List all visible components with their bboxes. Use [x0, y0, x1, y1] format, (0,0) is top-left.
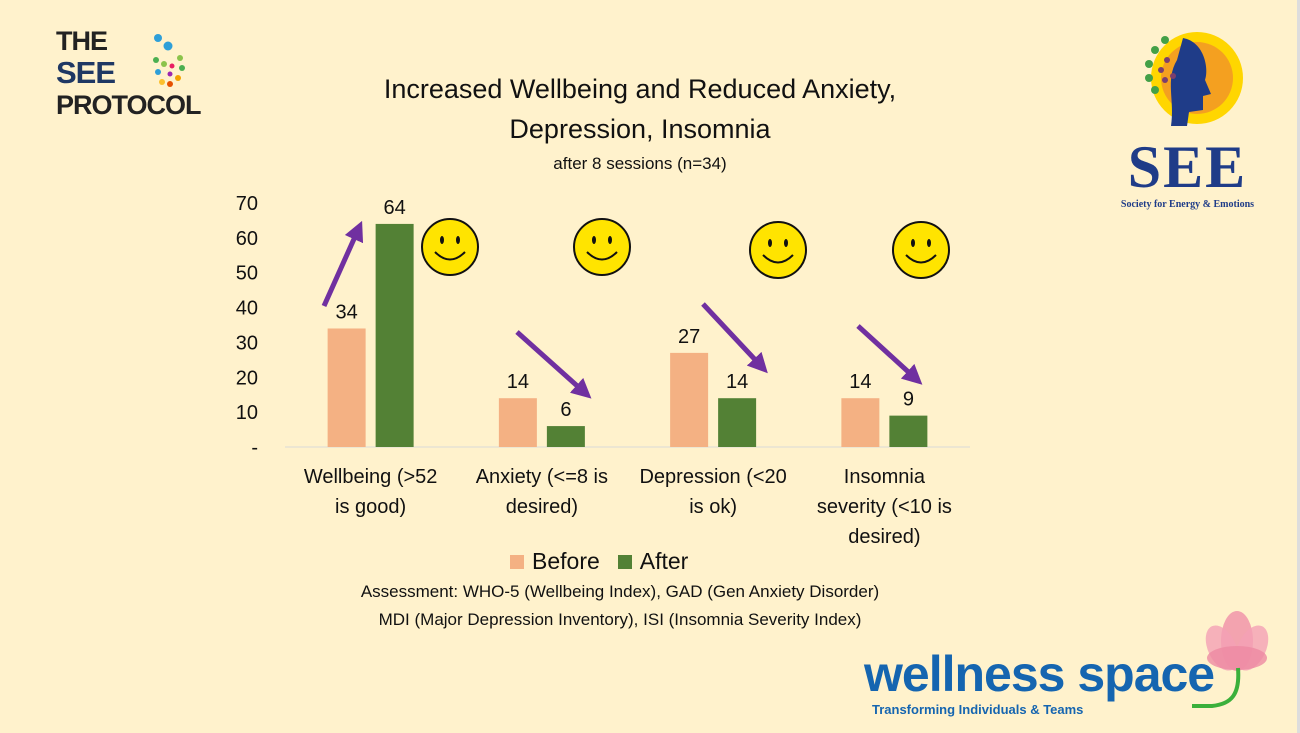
smiley-face-icon	[573, 218, 631, 276]
smiley-mouth	[905, 254, 937, 264]
footnote-line2: MDI (Major Depression Inventory), ISI (I…	[378, 610, 862, 629]
bar-after	[718, 398, 757, 447]
wellness-logo-text: wellness space	[864, 646, 1215, 702]
bar-before	[327, 328, 366, 447]
footnote-line1: Assessment: WHO-5 (Wellbeing Index), GAD…	[360, 582, 880, 601]
category-label-line: is ok)	[689, 496, 738, 518]
logo-text: SEE	[56, 55, 116, 90]
smiley-eye	[592, 236, 596, 244]
see-protocol-logo: THE SEE PROTOCOL	[56, 26, 202, 120]
data-label: 9	[903, 389, 914, 411]
smiley-mouth	[762, 254, 794, 264]
category-label-line: desired)	[848, 526, 921, 548]
data-label: 14	[507, 371, 529, 393]
data-label: 14	[726, 371, 748, 393]
smiley-face-icon	[421, 218, 479, 276]
lotus-icon	[1192, 611, 1269, 708]
trend-arrow-up-icon	[321, 220, 364, 308]
category-label-line: is good)	[335, 496, 407, 518]
see-logo-text: SEE	[1127, 134, 1248, 200]
y-tick-label: 40	[236, 298, 258, 320]
smiley-eye	[456, 236, 460, 244]
bar-before	[841, 398, 880, 447]
logo-text: THE	[56, 26, 108, 56]
smiley-eye	[608, 236, 612, 244]
category-label: Wellbeing (>52 is good)	[286, 462, 456, 522]
wellness-space-logo: wellness space Transforming Individuals …	[862, 596, 1282, 717]
data-label: 14	[849, 371, 871, 393]
see-logo-tagline: Society for Energy & Emotions	[1120, 199, 1255, 210]
bar-after	[889, 415, 928, 447]
smiley-eye	[440, 236, 444, 244]
logo-text: PROTOCOL	[56, 90, 202, 120]
chart-title-line1: Increased Wellbeing and Reduced Anxiety,	[383, 74, 897, 104]
chart-title-line2: Depression, Insomnia	[509, 114, 771, 144]
slide-edge	[1297, 0, 1300, 733]
y-tick-label: 10	[236, 402, 258, 424]
see-society-logo: SEE Society for Energy & Emotions	[1105, 20, 1270, 210]
category-label-line: severity (<10 is	[816, 496, 952, 518]
category-label-line: Wellbeing (>52	[303, 466, 438, 488]
bar-before	[498, 398, 537, 447]
category-label-line: Insomnia	[843, 466, 925, 488]
bar-after	[546, 426, 585, 447]
y-tick-label: -	[251, 437, 258, 459]
smiley-eye	[768, 239, 772, 247]
category-label-line: Anxiety (<=8 is	[475, 466, 609, 488]
legend-label-after: After	[639, 548, 689, 574]
data-label: 64	[384, 197, 406, 219]
smiley-mouth	[586, 251, 618, 261]
sun-head-icon	[1145, 32, 1243, 126]
smiley-mouth	[434, 251, 466, 261]
data-label: 34	[336, 301, 358, 323]
smiley-eye	[927, 239, 931, 247]
category-label-line: desired)	[505, 496, 578, 518]
legend-label-before: Before	[532, 548, 600, 574]
chart-subtitle: after 8 sessions (n=34)	[553, 154, 727, 173]
category-label-line: Depression (<20	[639, 466, 787, 488]
trend-arrow-down-icon	[515, 330, 592, 399]
trend-arrow-down-icon	[856, 324, 923, 385]
legend-swatch-after	[617, 554, 632, 569]
smiley-eye	[784, 239, 788, 247]
smiley-face-icon	[749, 221, 807, 279]
smiley-eye	[911, 239, 915, 247]
y-tick-label: 70	[236, 193, 258, 215]
category-label: Insomnia severity (<10 is desired)	[799, 462, 969, 552]
y-tick-label: 30	[236, 332, 258, 354]
bar-after	[375, 223, 414, 447]
data-label: 27	[678, 326, 700, 348]
category-label: Depression (<20 is ok)	[628, 462, 798, 522]
bar-before	[670, 352, 709, 447]
smiley-face-icon	[892, 221, 950, 279]
bar-chart: - 10 20 30 40 50 60 70 34 64 14 6 27 14 14 9	[236, 193, 970, 459]
trend-arrow-down-icon	[701, 302, 768, 374]
spiral-dots-icon	[153, 34, 185, 87]
chart-legend: Before After	[510, 548, 688, 575]
y-tick-label: 50	[236, 263, 258, 285]
data-label: 6	[560, 399, 571, 421]
category-label: Anxiety (<=8 is desired)	[457, 462, 627, 522]
wellness-logo-tagline: Transforming Individuals & Teams	[872, 702, 1084, 717]
y-tick-label: 20	[236, 367, 258, 389]
y-tick-label: 60	[236, 228, 258, 250]
legend-swatch-before	[510, 554, 524, 569]
